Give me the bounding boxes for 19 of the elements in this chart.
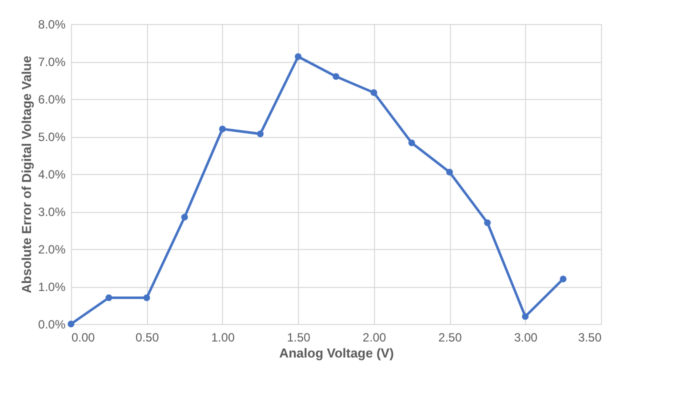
y-tick-label: 1.0% bbox=[38, 280, 66, 294]
x-tick-label: 3.50 bbox=[578, 330, 602, 344]
y-tick-label: 4.0% bbox=[38, 168, 66, 182]
y-tick-label: 0.0% bbox=[38, 318, 66, 332]
x-tick-label: 1.00 bbox=[211, 330, 235, 344]
y-tick-label: 6.0% bbox=[38, 92, 66, 106]
x-tick-label: 0.00 bbox=[72, 330, 96, 344]
y-tick-label: 3.0% bbox=[38, 205, 66, 219]
x-axis-title: Analog Voltage (V) bbox=[279, 346, 394, 360]
y-axis-title: Absolute Error of Digital Voltage Value bbox=[19, 56, 34, 294]
y-tick-label: 8.0% bbox=[38, 18, 66, 32]
x-tick-label: 3.00 bbox=[514, 330, 538, 344]
y-tick-label: 5.0% bbox=[38, 130, 66, 144]
y-tick-label: 2.0% bbox=[38, 242, 66, 256]
x-tick-label: 1.50 bbox=[286, 330, 311, 344]
x-tick-label: 2.00 bbox=[362, 330, 386, 344]
y-tick-label: 7.0% bbox=[38, 55, 66, 69]
x-tick-label: 0.50 bbox=[136, 330, 160, 344]
x-tick-label: 2.50 bbox=[438, 330, 462, 344]
